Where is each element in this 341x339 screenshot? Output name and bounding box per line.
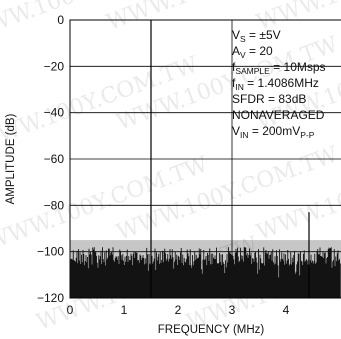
annotation-line: AV = 20 xyxy=(232,44,273,60)
y-tick-label: −60 xyxy=(44,152,65,166)
annotation-line: fSAMPLE = 10Msps xyxy=(232,60,326,76)
y-tick-label: −40 xyxy=(44,106,65,120)
x-tick-labels: 0 1 2 3 4 xyxy=(67,303,290,317)
y-tick-label: −100 xyxy=(37,245,64,259)
x-tick-label: 1 xyxy=(121,303,128,317)
annotation-line: NONAVERAGED xyxy=(232,108,325,122)
y-axis-label: AMPLITUDE (dB) xyxy=(5,113,17,204)
x-tick-label: 2 xyxy=(175,303,182,317)
y-tick-label: −80 xyxy=(44,198,65,212)
y-tick-label: 0 xyxy=(57,13,64,27)
annotation-line: VIN = 200mVP-P xyxy=(232,124,315,140)
plot-frame xyxy=(69,19,341,299)
annotation-line: VS = ±5V xyxy=(232,28,281,44)
noise-bars xyxy=(70,247,341,298)
y-tick-label: −20 xyxy=(44,59,65,73)
noise-fill xyxy=(70,240,341,298)
x-tick-label: 0 xyxy=(67,303,74,317)
x-axis-label: FREQUENCY (MHz) xyxy=(158,324,265,336)
y-tick-label: −120 xyxy=(37,291,64,305)
annotation-line: SFDR = 83dB xyxy=(232,92,306,106)
y-tick-labels: 0 −20 −40 −60 −80 −100 −120 xyxy=(37,13,64,305)
annotation-line: fIN = 1.4086MHz xyxy=(232,76,319,92)
x-tick-label: 4 xyxy=(283,303,290,317)
x-tick-label: 3 xyxy=(229,303,236,317)
noise-floor-series xyxy=(70,20,341,298)
